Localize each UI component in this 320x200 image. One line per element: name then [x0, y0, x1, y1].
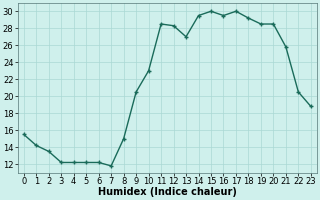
X-axis label: Humidex (Indice chaleur): Humidex (Indice chaleur) — [98, 187, 237, 197]
